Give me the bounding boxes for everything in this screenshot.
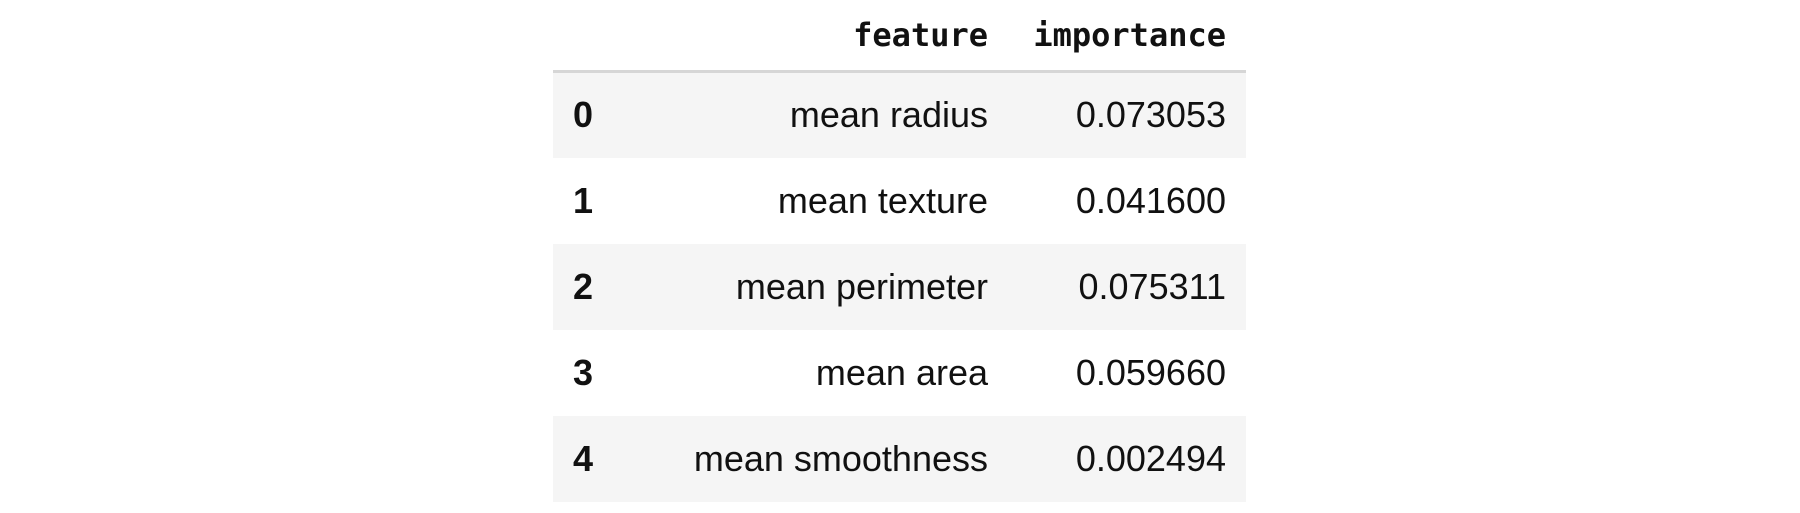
feature-cell: mean radius bbox=[789, 94, 988, 136]
table-row: 0 mean radius 0.073053 bbox=[553, 71, 1246, 158]
row-index: 0 bbox=[573, 94, 594, 136]
column-header-importance: importance bbox=[1008, 0, 1246, 73]
row-index: 3 bbox=[573, 351, 594, 393]
index-header bbox=[553, 0, 617, 73]
importance-cell: 0.059660 bbox=[1075, 351, 1226, 393]
table-row: 2 mean perimeter 0.075311 bbox=[553, 243, 1246, 330]
row-index: 2 bbox=[573, 265, 594, 307]
feature-cell: mean texture bbox=[777, 179, 988, 221]
table-row: 3 mean area 0.059660 bbox=[553, 329, 1246, 416]
table-body: 0 mean radius 0.073053 1 mean texture 0.… bbox=[553, 71, 1246, 502]
table-row: 1 mean texture 0.041600 bbox=[553, 157, 1246, 244]
table-header: feature importance bbox=[553, 0, 1246, 73]
feature-cell: mean smoothness bbox=[693, 437, 988, 479]
dataframe-output: feature importance 0 mean radius 0.07305… bbox=[553, 0, 1246, 502]
feature-cell: mean area bbox=[815, 351, 988, 393]
row-index: 4 bbox=[573, 437, 594, 479]
importance-cell: 0.041600 bbox=[1075, 179, 1226, 221]
feature-cell: mean perimeter bbox=[735, 265, 988, 307]
feature-importance-table: feature importance 0 mean radius 0.07305… bbox=[553, 0, 1246, 502]
header-row: feature importance bbox=[553, 0, 1246, 73]
importance-cell: 0.075311 bbox=[1078, 265, 1226, 307]
table-row: 4 mean smoothness 0.002494 bbox=[553, 415, 1246, 502]
row-index: 1 bbox=[573, 179, 594, 221]
importance-cell: 0.073053 bbox=[1075, 94, 1226, 136]
column-header-feature: feature bbox=[617, 0, 1008, 73]
importance-cell: 0.002494 bbox=[1075, 437, 1226, 479]
